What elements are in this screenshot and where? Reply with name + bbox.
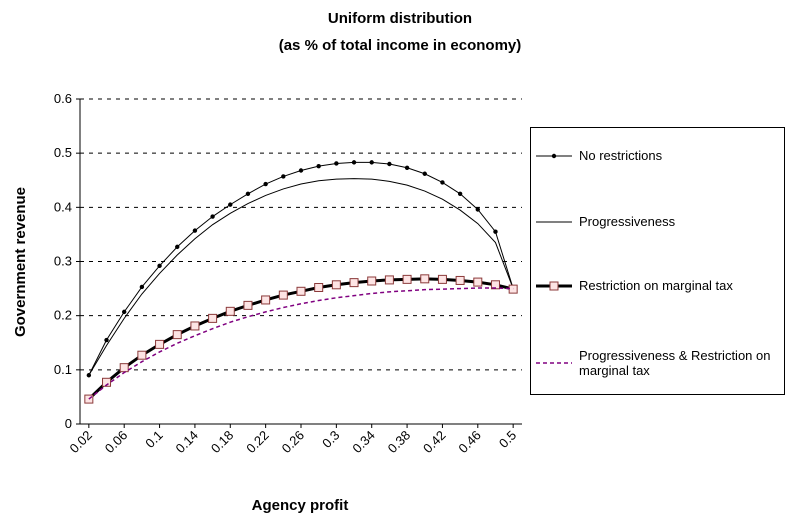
legend-label: Restriction on marginal tax: [579, 278, 733, 293]
point: [334, 161, 339, 166]
point: [420, 274, 430, 284]
x-tick-label: 0.42: [420, 428, 449, 457]
point: [384, 275, 394, 285]
point: [369, 160, 374, 165]
x-tick-label: 0.34: [349, 428, 378, 457]
chart-subtitle: (as % of total income in economy): [279, 37, 522, 54]
point: [402, 274, 412, 284]
legend-label: Progressiveness & Restriction on margina…: [579, 348, 771, 378]
x-tick-label: 0.18: [208, 428, 237, 457]
y-tick-label: 0.2: [54, 308, 72, 323]
point: [104, 337, 109, 343]
point: [208, 313, 218, 323]
point: [367, 276, 377, 286]
y-tick-label: 0: [65, 416, 72, 431]
point: [314, 283, 324, 292]
point: [457, 191, 463, 196]
point: [192, 228, 198, 233]
legend-label: No restrictions: [579, 148, 663, 163]
point: [437, 274, 447, 284]
point: [422, 171, 427, 176]
point: [404, 165, 410, 170]
point: [331, 280, 341, 290]
legend-entry: Progressiveness & Restriction on margina…: [535, 348, 783, 378]
legend-swatch: [536, 281, 572, 290]
point: [243, 300, 253, 310]
x-tick-label: 0.1: [142, 428, 165, 451]
point: [387, 161, 392, 167]
point: [137, 350, 147, 360]
point: [298, 168, 304, 173]
legend-swatch: [536, 221, 572, 222]
legend-swatch: [536, 153, 572, 158]
point: [296, 286, 306, 296]
point: [278, 290, 288, 300]
legend-swatch: [536, 362, 572, 364]
point: [228, 202, 233, 207]
point: [175, 244, 180, 250]
x-tick-label: 0.14: [173, 428, 202, 457]
legend-entry: Progressiveness: [535, 214, 783, 229]
point: [102, 377, 112, 387]
chart-title: Uniform distribution: [328, 10, 472, 27]
point: [455, 275, 465, 285]
point: [261, 295, 271, 305]
x-tick-label: 0.26: [279, 428, 308, 457]
point: [155, 339, 165, 349]
point: [263, 181, 268, 187]
point: [351, 160, 357, 165]
x-tick-label: 0.06: [102, 428, 131, 457]
point: [122, 309, 127, 315]
point: [493, 229, 498, 234]
y-axis-label: Government revenue: [12, 187, 29, 337]
point: [475, 207, 480, 212]
x-tick-label: 0.38: [385, 428, 414, 457]
series-line: [88, 287, 514, 400]
legend-entry: Restriction on marginal tax: [535, 278, 783, 293]
y-tick-label: 0.3: [54, 254, 72, 269]
x-tick-label: 0.02: [66, 428, 95, 457]
point: [172, 330, 182, 340]
x-tick-label: 0.46: [455, 428, 484, 457]
point: [440, 180, 445, 185]
point: [281, 174, 286, 179]
y-tick-label: 0.6: [54, 91, 72, 106]
point: [245, 191, 251, 196]
x-tick-label: 0.5: [496, 428, 519, 451]
series-line: [88, 161, 514, 376]
point: [473, 277, 483, 287]
point: [119, 363, 129, 373]
legend: No restrictions Progressiveness Restrictio…: [530, 127, 785, 395]
y-tick-label: 0.1: [54, 362, 72, 377]
point: [316, 163, 321, 169]
y-tick-label: 0.5: [54, 145, 72, 160]
point: [225, 306, 235, 316]
point: [508, 284, 518, 294]
point: [349, 278, 359, 288]
x-tick-label: 0.3: [319, 428, 342, 451]
point: [190, 321, 200, 331]
x-tick-label: 0.22: [243, 428, 272, 457]
x-axis-label: Agency profit: [252, 497, 349, 514]
legend-entry: No restrictions: [535, 148, 783, 163]
legend-marker: [551, 153, 557, 158]
legend-marker: [549, 281, 559, 290]
point: [210, 214, 215, 219]
legend-label: Progressiveness: [579, 214, 676, 229]
series-line: [87, 277, 514, 401]
y-tick-label: 0.4: [54, 199, 72, 214]
point: [139, 284, 145, 290]
point: [157, 263, 162, 269]
series-line: [88, 178, 514, 376]
